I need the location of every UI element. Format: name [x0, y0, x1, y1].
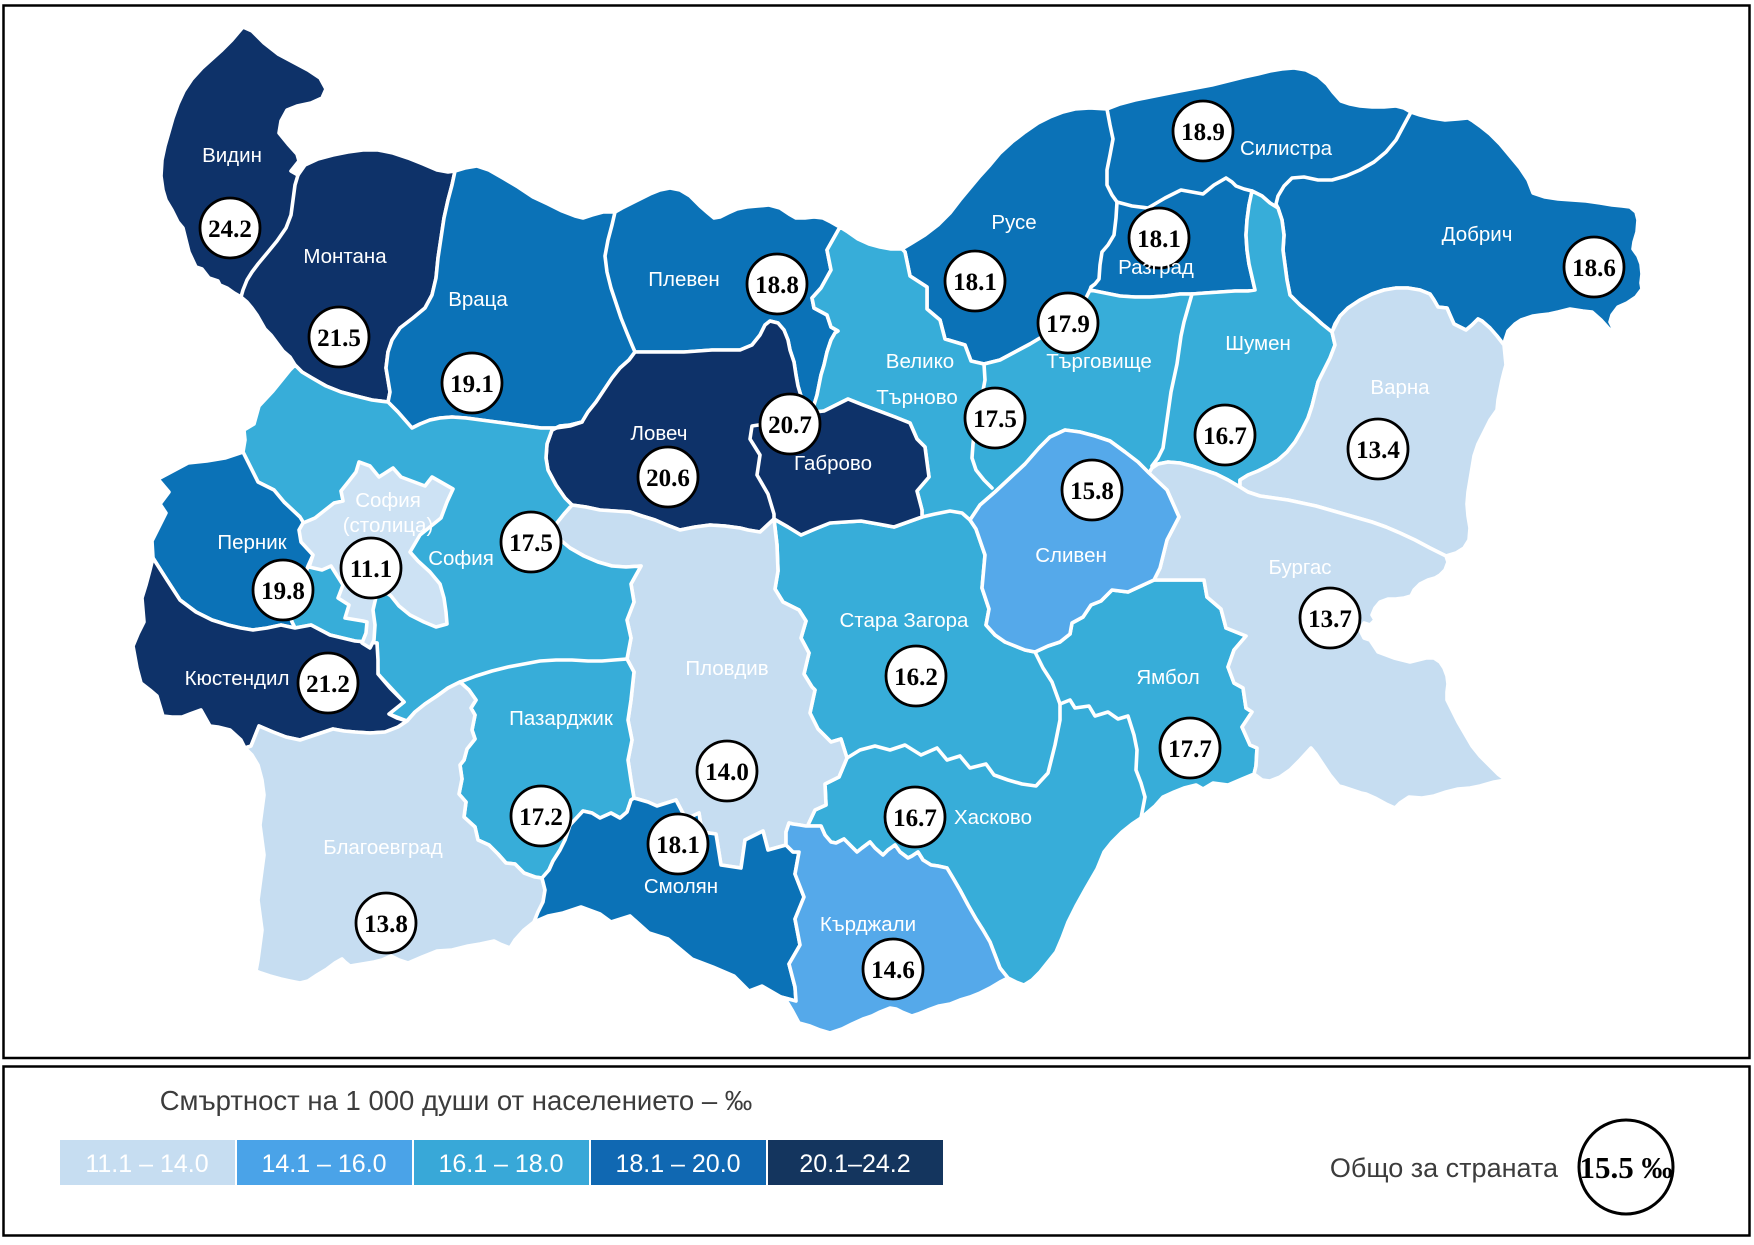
svg-text:Бургас: Бургас: [1268, 556, 1331, 579]
svg-text:15.5 ‰: 15.5 ‰: [1580, 1150, 1673, 1185]
svg-text:18.6: 18.6: [1572, 255, 1616, 282]
svg-text:14.0: 14.0: [705, 759, 749, 786]
svg-text:13.4: 13.4: [1356, 437, 1400, 464]
svg-text:21.5: 21.5: [317, 325, 361, 352]
svg-text:17.2: 17.2: [519, 804, 563, 831]
svg-text:18.1: 18.1: [953, 269, 997, 296]
svg-text:18.1: 18.1: [1137, 226, 1181, 253]
svg-text:20.7: 20.7: [768, 412, 812, 439]
svg-text:18.1: 18.1: [656, 832, 700, 859]
svg-text:Силистра: Силистра: [1240, 137, 1333, 160]
svg-text:Разград: Разград: [1118, 256, 1194, 279]
svg-text:Перник: Перник: [217, 531, 287, 554]
svg-text:16.2: 16.2: [894, 664, 938, 691]
svg-text:Видин: Видин: [202, 144, 262, 167]
svg-text:24.2: 24.2: [208, 216, 252, 243]
svg-text:Враца: Враца: [448, 288, 508, 311]
svg-text:15.8: 15.8: [1070, 478, 1114, 505]
svg-text:11.1: 11.1: [350, 556, 392, 583]
svg-text:Смъртност на 1 000 души от нас: Смъртност на 1 000 души от населението –…: [160, 1085, 753, 1116]
svg-text:Хасково: Хасково: [954, 806, 1032, 829]
svg-text:Кюстендил: Кюстендил: [185, 667, 290, 690]
svg-text:14.1 – 16.0: 14.1 – 16.0: [261, 1150, 386, 1178]
svg-text:19.8: 19.8: [261, 578, 305, 605]
svg-text:Шумен: Шумен: [1225, 332, 1291, 355]
svg-text:Плевен: Плевен: [648, 268, 719, 291]
svg-text:Добрич: Добрич: [1442, 223, 1513, 246]
svg-text:17.9: 17.9: [1046, 311, 1090, 338]
svg-text:Ловеч: Ловеч: [631, 422, 688, 445]
svg-text:17.5: 17.5: [973, 406, 1017, 433]
svg-text:18.1 – 20.0: 18.1 – 20.0: [615, 1150, 740, 1178]
svg-text:14.6: 14.6: [871, 957, 915, 984]
svg-text:Габрово: Габрово: [794, 452, 872, 475]
svg-text:Кърджали: Кърджали: [820, 913, 916, 936]
svg-text:Пазарджик: Пазарджик: [509, 707, 614, 730]
svg-text:16.7: 16.7: [893, 805, 937, 832]
svg-text:Благоевград: Благоевград: [323, 836, 443, 859]
svg-text:11.1 – 14.0: 11.1 – 14.0: [85, 1150, 208, 1178]
svg-text:София: София: [355, 489, 421, 512]
svg-text:Смолян: Смолян: [644, 875, 718, 898]
svg-text:Търговище: Търговище: [1046, 350, 1152, 373]
svg-text:16.1 – 18.0: 16.1 – 18.0: [438, 1150, 563, 1178]
svg-text:Варна: Варна: [1370, 376, 1430, 399]
svg-text:13.8: 13.8: [364, 911, 408, 938]
svg-text:21.2: 21.2: [306, 671, 350, 698]
svg-text:13.7: 13.7: [1308, 606, 1352, 633]
svg-text:Общо за страната: Общо за страната: [1330, 1153, 1559, 1183]
svg-text:17.7: 17.7: [1168, 736, 1212, 763]
svg-text:Пловдив: Пловдив: [685, 657, 768, 680]
svg-text:18.9: 18.9: [1181, 119, 1225, 146]
svg-text:19.1: 19.1: [450, 371, 494, 398]
svg-text:Ямбол: Ямбол: [1136, 666, 1199, 689]
svg-text:Монтана: Монтана: [303, 245, 387, 268]
svg-text:Търново: Търново: [876, 386, 958, 409]
svg-text:20.1–24.2: 20.1–24.2: [799, 1150, 910, 1178]
svg-text:Сливен: Сливен: [1035, 544, 1107, 567]
svg-text:17.5: 17.5: [509, 530, 553, 557]
svg-text:Стара Загора: Стара Загора: [840, 609, 969, 632]
svg-text:18.8: 18.8: [755, 272, 799, 299]
svg-text:Русе: Русе: [991, 211, 1036, 234]
svg-text:Велико: Велико: [886, 350, 954, 373]
svg-text:(столица): (столица): [343, 514, 434, 537]
svg-text:20.6: 20.6: [646, 465, 690, 492]
svg-text:16.7: 16.7: [1203, 423, 1247, 450]
svg-text:София: София: [428, 547, 494, 570]
